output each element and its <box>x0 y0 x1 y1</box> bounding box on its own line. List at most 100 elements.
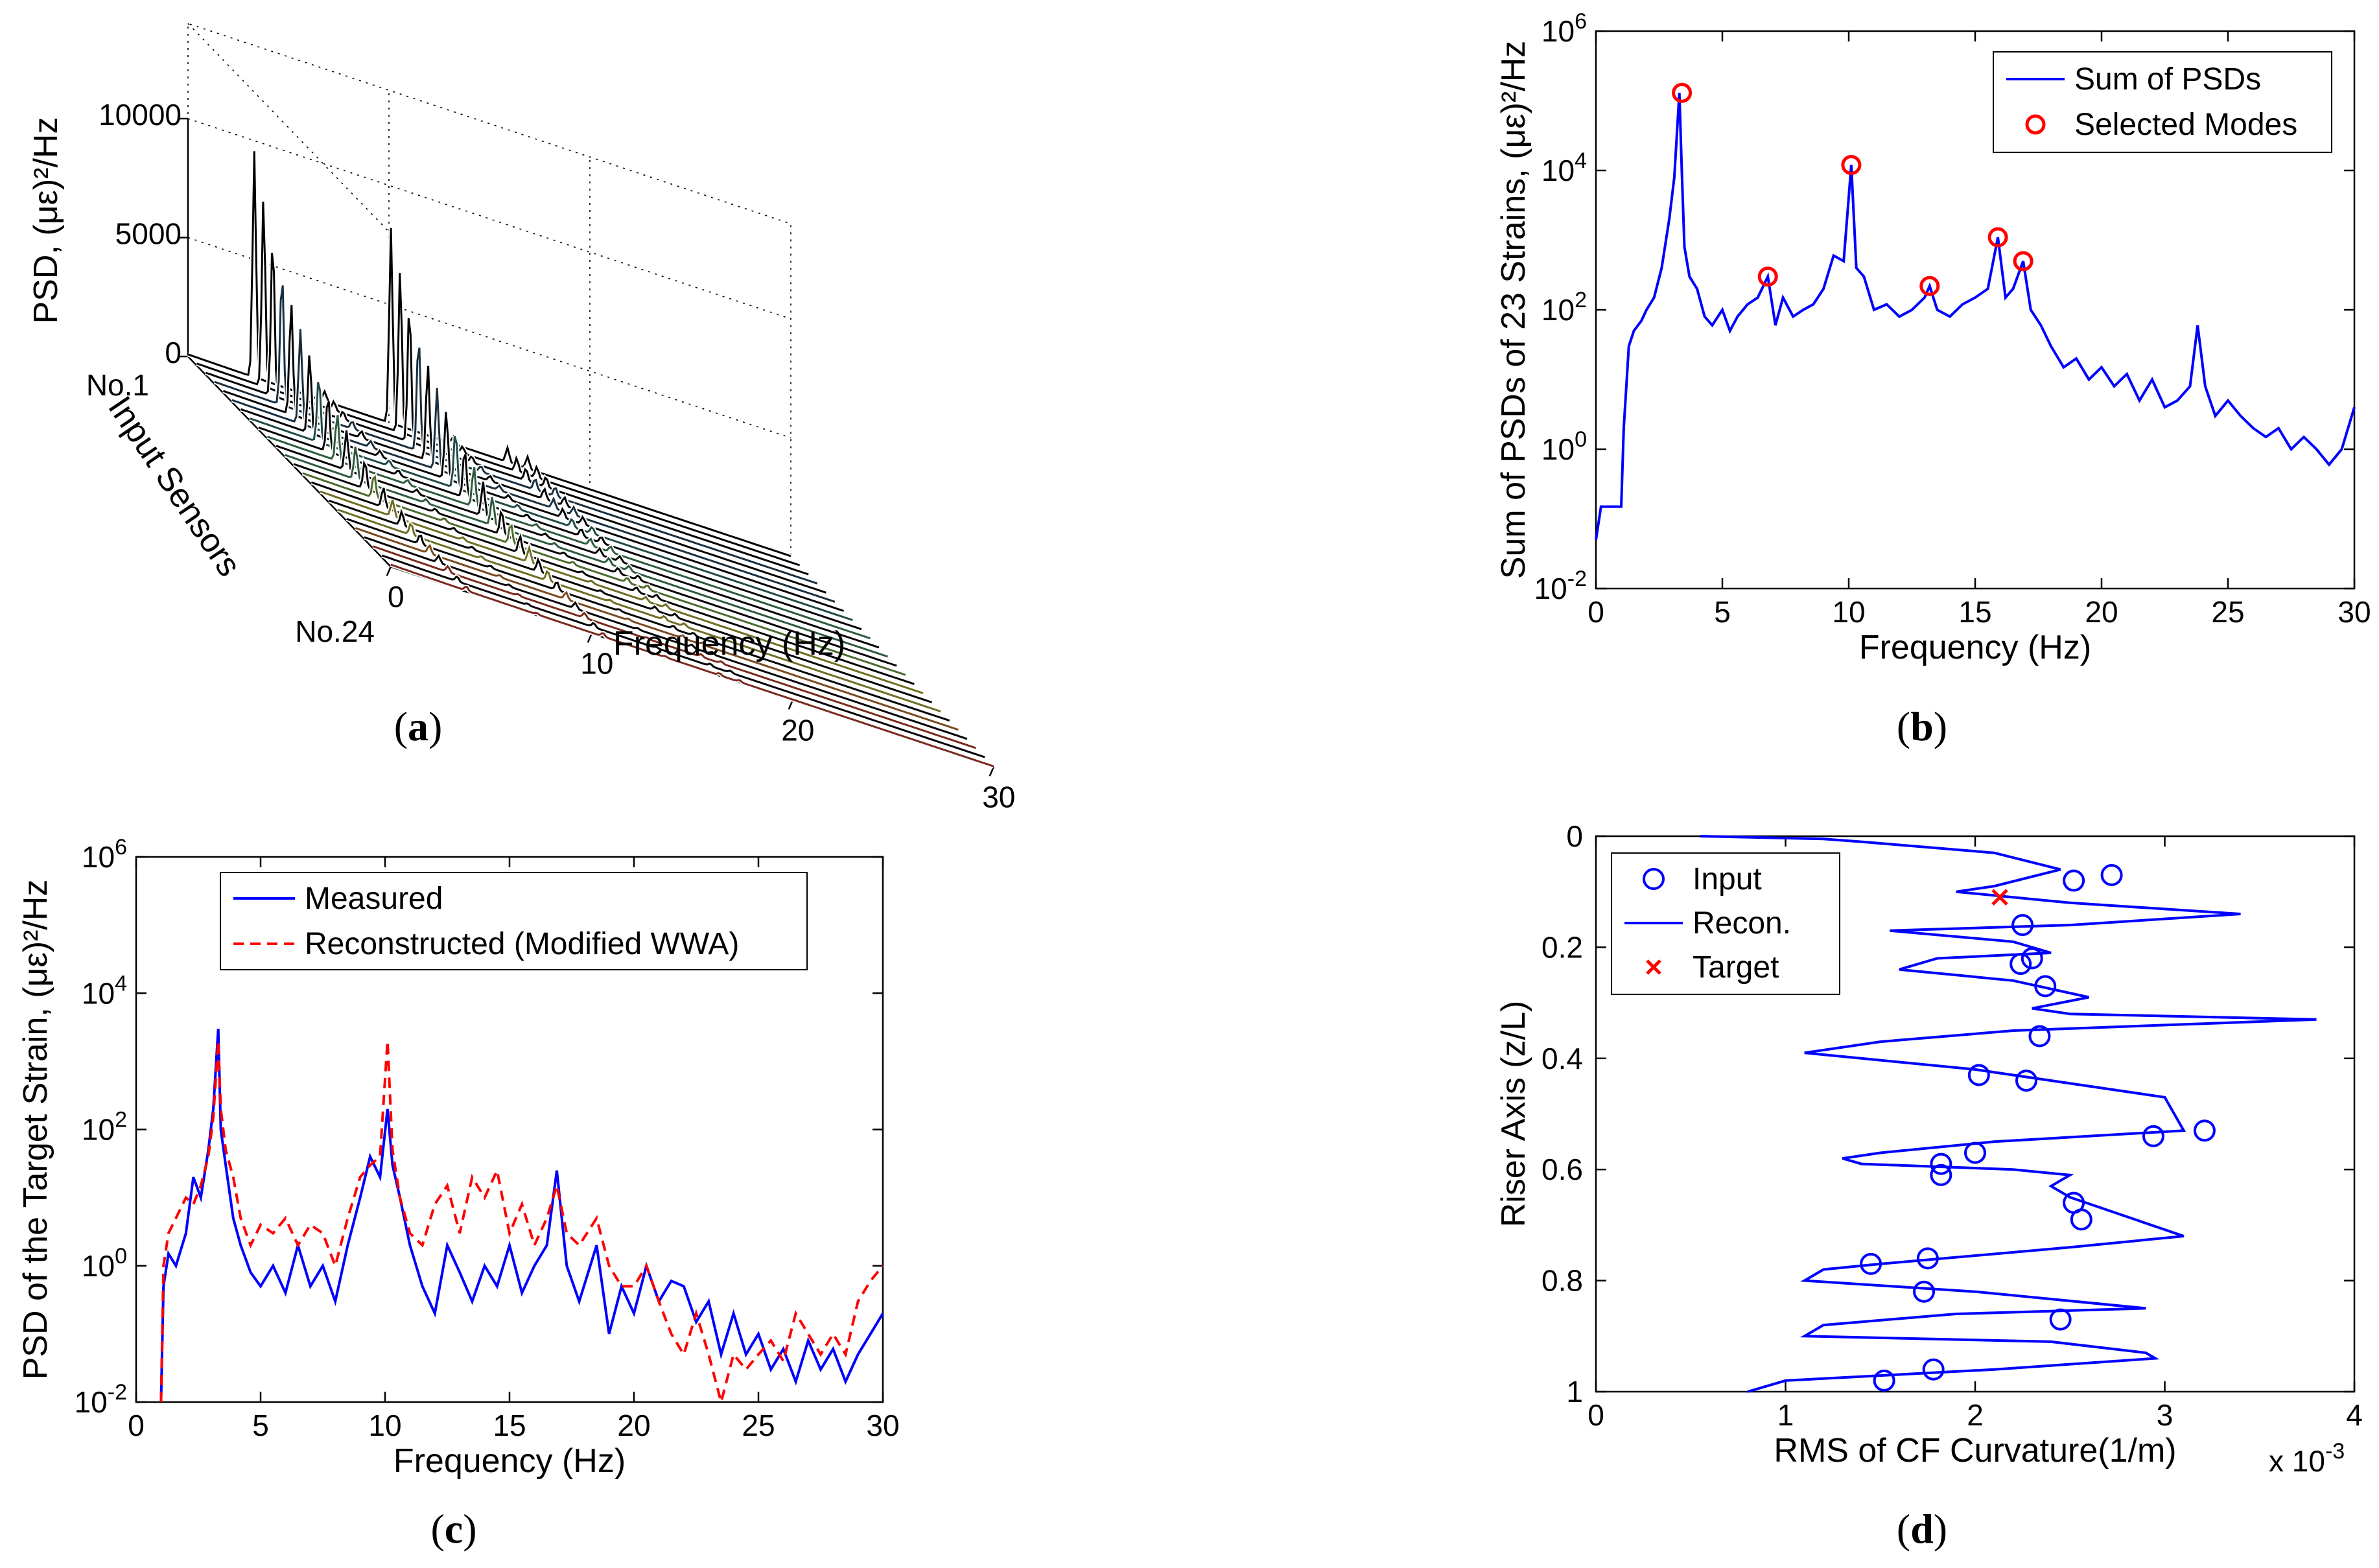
y-axis-label: Input Sensors <box>100 390 248 583</box>
x-tick-label: 25 <box>2211 595 2244 629</box>
x-axis-label: RMS of CF Curvature(1/m) <box>1774 1432 2176 1469</box>
z-tick-label: 10000 <box>99 98 182 132</box>
x-tick-label: 0 <box>388 579 404 613</box>
x-tick-label: 0 <box>1588 1398 1604 1432</box>
back-wall-gridline <box>187 118 791 320</box>
x-tick-label: 15 <box>493 1409 526 1442</box>
y-axis-label: PSD of the Target Strain, (με)²/Hz <box>17 880 54 1380</box>
sensor-trace <box>337 508 941 713</box>
sensor-trace <box>320 490 924 694</box>
y-tick-label: 0.2 <box>1541 930 1583 964</box>
x-tick-mark <box>788 699 793 710</box>
input-point <box>2034 975 2057 998</box>
x-tick-label: 2 <box>1967 1398 1984 1432</box>
x-axis-label: Frequency (Hz) <box>1859 629 2091 666</box>
x-tick-label: 4 <box>2346 1398 2363 1432</box>
input-point <box>1873 1369 1895 1392</box>
back-wall-grid <box>187 23 791 557</box>
x-tick-label: 20 <box>617 1409 650 1442</box>
x-tick-label: 30 <box>982 780 1015 813</box>
selected-mode-marker <box>1841 154 1862 175</box>
series-line-reconstructed <box>159 1040 884 1407</box>
y-tick-label: 102 <box>1541 288 1587 327</box>
sensor-trace <box>293 460 897 667</box>
legend-label-reconstructed: Reconstructed (Modified WWA) <box>305 927 739 961</box>
legend-marker-target <box>1646 959 1661 975</box>
panel-c-target-psd: 0 5 10 15 20 25 30 10-2 100 102 104 106 Frequency (H… <box>17 835 900 1480</box>
legend-marker-input <box>1643 868 1665 890</box>
sensor-tick-first: No.1 <box>86 368 149 402</box>
x-tick-label: 30 <box>866 1409 899 1442</box>
y-tick-label: 10-2 <box>1534 567 1587 605</box>
y-tick-label: 102 <box>82 1108 127 1147</box>
x-tick-label: 0 <box>1588 595 1604 629</box>
input-point <box>1916 1247 1939 1270</box>
x-tick-mark <box>989 766 994 777</box>
y-tick-label: 106 <box>82 835 127 874</box>
sensor-trace <box>311 481 915 685</box>
input-point <box>2063 869 2085 892</box>
target-point <box>1991 889 2008 906</box>
legend-label-target: Target <box>1693 950 1779 985</box>
z-tick-label: 5000 <box>115 217 182 251</box>
input-point <box>1860 1252 1882 1275</box>
sensor-trace <box>364 536 968 740</box>
x-tick-label: 10 <box>1832 595 1865 629</box>
x-tick-label: 20 <box>781 713 814 747</box>
input-point <box>2010 953 2032 976</box>
y-tick-label: 0.8 <box>1541 1264 1583 1298</box>
selected-mode-marker <box>1919 275 1940 296</box>
y-axis-label: Sum of PSDs of 23 Strains, (με)²/Hz <box>1495 41 1532 579</box>
y-tick-label: 0.4 <box>1541 1042 1583 1075</box>
z-axis-label: PSD, (με)²/Hz <box>27 117 65 324</box>
sensor-trace <box>302 472 906 676</box>
y-tick-label: 104 <box>1541 148 1587 187</box>
sensor-tick-last: No.24 <box>295 614 375 648</box>
x-tick-label: 15 <box>1958 595 1991 629</box>
input-point <box>2193 1119 2216 1142</box>
legend-box <box>220 872 808 970</box>
input-point <box>2028 1025 2051 1047</box>
selected-mode-marker <box>1987 227 2008 248</box>
legend-label-recon: Recon. <box>1693 906 1791 941</box>
legend-label-selected-modes: Selected Modes <box>2074 108 2297 142</box>
legend-label-input: Input <box>1693 862 1762 896</box>
selected-mode-marker <box>2013 251 2033 272</box>
input-point <box>2015 1070 2037 1092</box>
x-tick-label: 20 <box>2085 595 2118 629</box>
legend-label-sum-of-psds: Sum of PSDs <box>2074 62 2261 97</box>
x-tick-label: 5 <box>1714 595 1731 629</box>
y-tick-label: 106 <box>1541 9 1587 48</box>
caption-c: (c) <box>430 1506 476 1552</box>
panel-a-waterfall: 0 5000 10000 0 10 20 30 No.1 No.24 PSD, (με)²/Hz I… <box>27 23 1015 813</box>
input-point <box>1930 1153 1952 1175</box>
y-tick-label: 104 <box>82 971 127 1010</box>
sensor-axis-line <box>187 356 392 568</box>
sensor-trace <box>381 554 985 758</box>
panel-b-sum-psd: 0 5 10 15 20 25 30 10-2 100 102 104 106 Frequency (H… <box>1495 9 2371 666</box>
sensor-trace <box>355 527 959 731</box>
back-wall-gridline <box>187 237 791 439</box>
legend-marker-swatch <box>2025 114 2046 135</box>
caption-d: (d) <box>1897 1506 1947 1552</box>
x-tick-label: 30 <box>2338 595 2371 629</box>
sensor-trace <box>373 545 977 749</box>
input-point <box>2070 1208 2092 1231</box>
caption-a: (a) <box>394 703 443 749</box>
input-point <box>2011 914 2034 937</box>
x-tick-label: 0 <box>128 1409 145 1442</box>
series-line-sum-of-psds <box>1595 93 2356 541</box>
x-tick-label: 25 <box>742 1409 775 1442</box>
caption-b: (b) <box>1897 703 1947 749</box>
input-point <box>1930 1164 1952 1186</box>
input-point <box>1967 1064 1990 1086</box>
sensor-trace <box>329 499 933 703</box>
y-tick-label: 1 <box>1566 1375 1583 1409</box>
x-tick-mark <box>587 633 592 643</box>
legend-label-measured: Measured <box>305 882 443 916</box>
side-wall-grid <box>187 23 392 235</box>
series-line-recon <box>1700 835 2317 1393</box>
x-axis-multiplier: x 10-3 <box>2269 1439 2345 1478</box>
